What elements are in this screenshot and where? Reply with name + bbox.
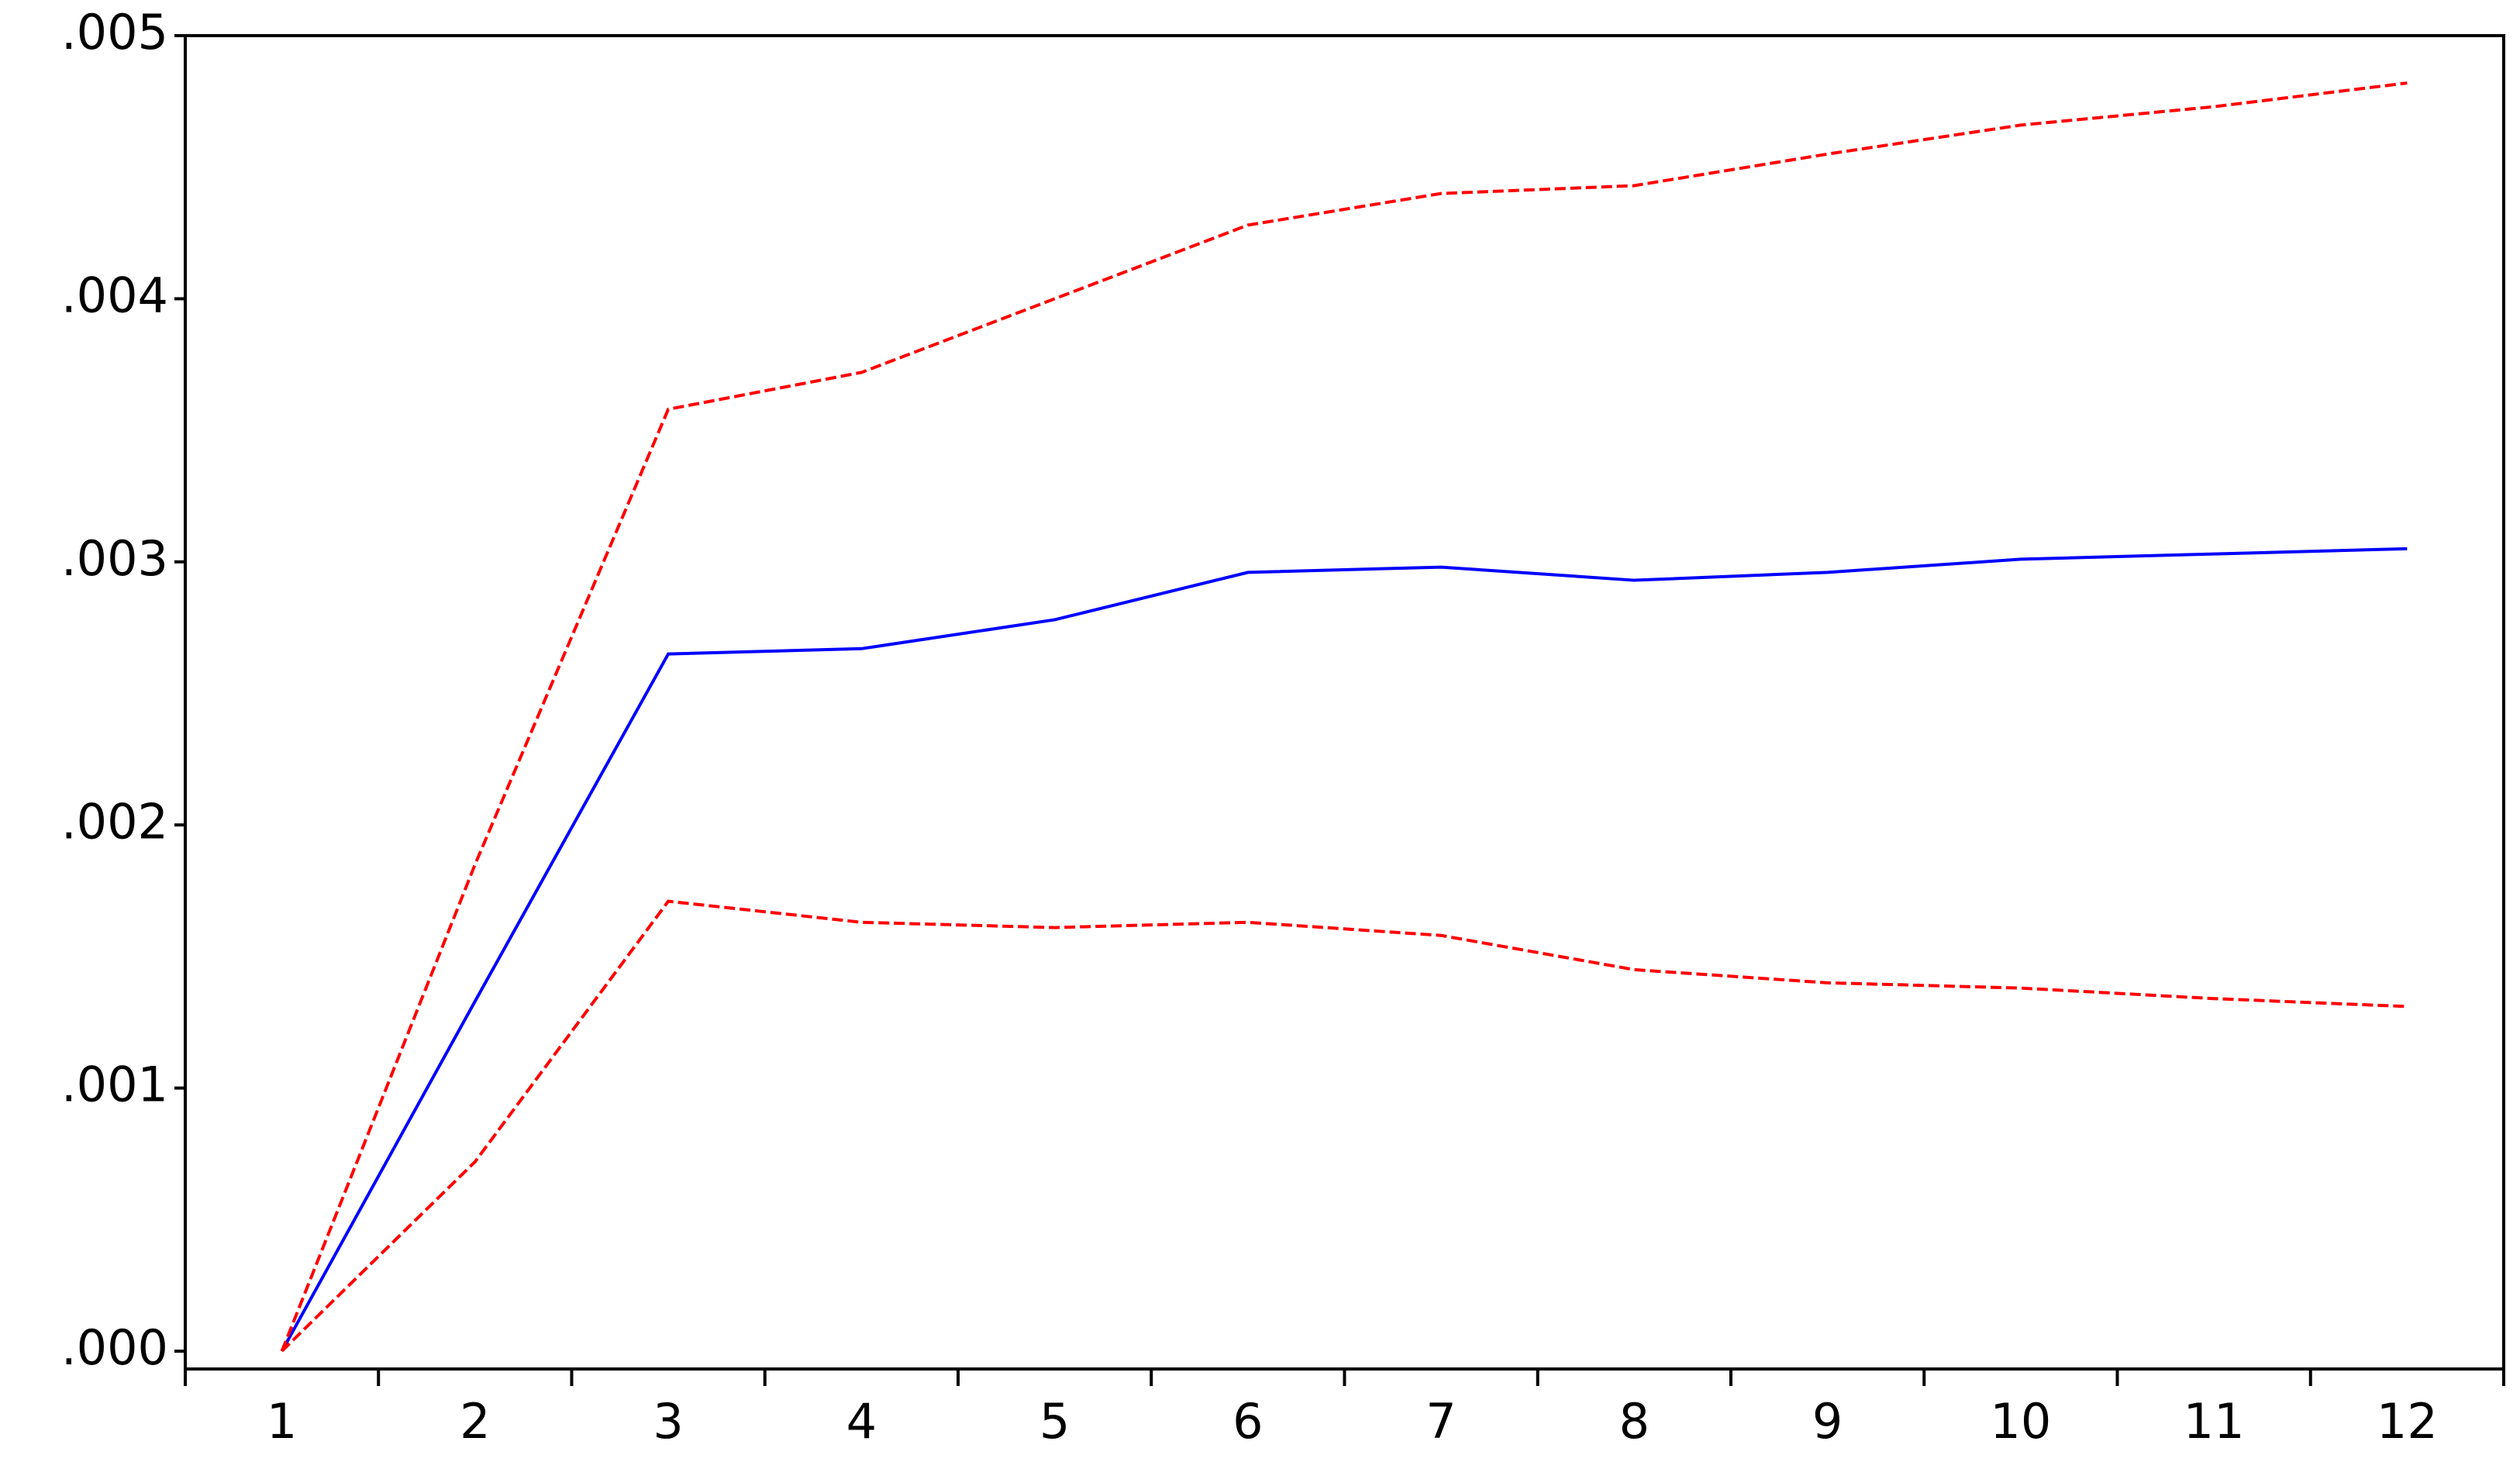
x-tick-label: 8: [1619, 1393, 1650, 1450]
x-tick-label: 11: [2184, 1393, 2245, 1450]
x-tick-label: 7: [1425, 1393, 1456, 1450]
x-tick-label: 10: [1990, 1393, 2051, 1450]
y-tick-label: .003: [61, 530, 168, 587]
x-tick-label: 4: [846, 1393, 877, 1450]
x-tick-label: 6: [1232, 1393, 1263, 1450]
plot-frame: [184, 34, 2505, 1371]
x-tick-label: 12: [2377, 1393, 2438, 1450]
y-tick-label: .002: [61, 793, 168, 850]
x-tick-label: 1: [267, 1393, 297, 1450]
y-tick-label: .000: [61, 1319, 168, 1376]
x-tick-label: 2: [460, 1393, 490, 1450]
x-tick-label: 9: [1812, 1393, 1843, 1450]
x-tick-label: 5: [1039, 1393, 1070, 1450]
y-tick-label: .005: [61, 4, 168, 60]
series-line: [281, 899, 2408, 1353]
series-line: [280, 547, 2408, 1352]
x-tick-label: 3: [653, 1393, 683, 1450]
series-line: [280, 81, 2408, 1352]
y-tick-label: .004: [61, 267, 168, 323]
y-tick-label: .001: [61, 1057, 168, 1113]
